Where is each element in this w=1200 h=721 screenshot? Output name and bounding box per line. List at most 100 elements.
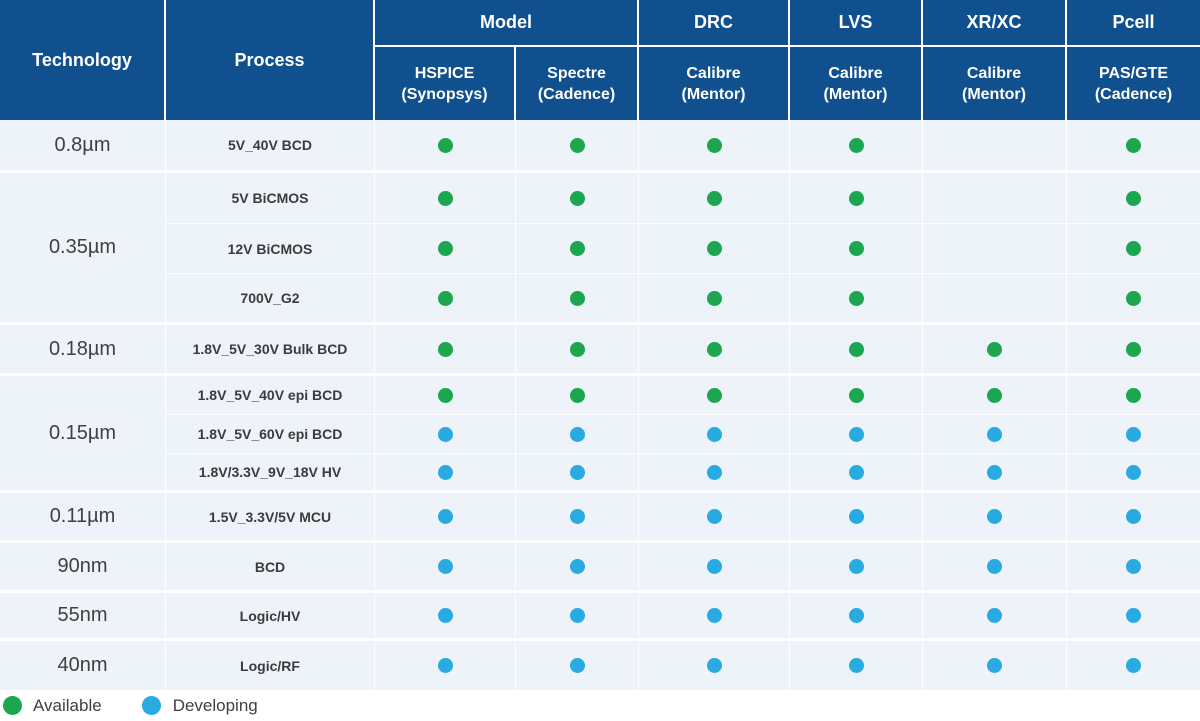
header-group-pcell: Pcell bbox=[1067, 0, 1200, 47]
tool-name: Spectre bbox=[547, 64, 606, 82]
status-dot-icon bbox=[569, 464, 585, 480]
status-cell bbox=[375, 120, 516, 173]
status-dot-icon bbox=[1126, 341, 1141, 357]
process-cell: Logic/RF bbox=[166, 641, 375, 690]
status-cell bbox=[639, 224, 790, 274]
status-cell bbox=[375, 593, 516, 641]
tech-cell-90nm: 90nm bbox=[0, 543, 166, 593]
status-cell bbox=[375, 173, 516, 224]
tech-cell-0.11um: 0.11µm bbox=[0, 493, 166, 543]
status-dot-icon bbox=[848, 658, 864, 673]
status-cell bbox=[923, 415, 1067, 454]
tech-cell-0.15um: 0.15µm bbox=[0, 376, 166, 493]
status-dot-icon bbox=[1126, 387, 1141, 403]
tech-cell-0.35um: 0.35µm bbox=[0, 173, 166, 325]
status-cell bbox=[375, 224, 516, 274]
status-cell bbox=[516, 274, 639, 325]
status-dot-icon bbox=[987, 608, 1002, 623]
legend-available-label: Available bbox=[33, 695, 102, 715]
status-cell bbox=[923, 274, 1067, 325]
status-dot-icon bbox=[437, 241, 453, 256]
status-dot-icon bbox=[706, 559, 722, 574]
process-cell: 1.8V_5V_40V epi BCD bbox=[166, 376, 375, 415]
status-cell bbox=[639, 376, 790, 415]
status-dot-icon bbox=[437, 341, 453, 357]
status-dot-icon bbox=[569, 190, 585, 206]
status-cell bbox=[923, 543, 1067, 593]
header-tool-calibre-lvs: Calibre (Mentor) bbox=[790, 47, 923, 120]
tool-name: Calibre bbox=[686, 64, 741, 82]
status-dot-icon bbox=[437, 137, 453, 153]
status-dot-icon bbox=[569, 341, 585, 357]
tech-cell-0.18um: 0.18µm bbox=[0, 325, 166, 376]
status-cell bbox=[790, 641, 923, 690]
status-dot-icon bbox=[706, 464, 722, 480]
status-cell bbox=[1067, 415, 1200, 454]
status-dot-icon bbox=[848, 341, 864, 357]
status-cell bbox=[1067, 120, 1200, 173]
status-dot-icon bbox=[569, 426, 585, 442]
status-dot-icon bbox=[437, 464, 453, 480]
status-cell bbox=[375, 325, 516, 376]
header-process: Process bbox=[166, 0, 375, 120]
status-cell bbox=[790, 454, 923, 493]
status-cell bbox=[639, 593, 790, 641]
status-cell bbox=[790, 493, 923, 543]
status-dot-icon bbox=[569, 608, 585, 623]
status-dot-icon bbox=[706, 341, 722, 357]
process-cell: 5V_40V BCD bbox=[166, 120, 375, 173]
process-cell: Logic/HV bbox=[166, 593, 375, 641]
status-cell bbox=[375, 376, 516, 415]
status-cell bbox=[790, 173, 923, 224]
tool-name: PAS/GTE bbox=[1098, 64, 1169, 82]
status-cell bbox=[639, 454, 790, 493]
status-cell bbox=[375, 454, 516, 493]
status-cell bbox=[790, 120, 923, 173]
header-tool-hspice: HSPICE (Synopsys) bbox=[375, 47, 516, 120]
status-dot-icon bbox=[569, 658, 585, 673]
status-dot-icon bbox=[987, 341, 1002, 357]
status-cell bbox=[923, 120, 1067, 173]
tool-vendor: (Mentor) bbox=[962, 85, 1026, 103]
status-cell bbox=[639, 415, 790, 454]
status-cell bbox=[375, 415, 516, 454]
status-cell bbox=[790, 325, 923, 376]
status-dot-icon bbox=[1126, 658, 1141, 673]
status-cell bbox=[1067, 593, 1200, 641]
tool-name: Calibre bbox=[966, 64, 1022, 82]
header-group-lvs: LVS bbox=[790, 0, 923, 47]
tool-name: Calibre bbox=[828, 64, 883, 82]
status-cell bbox=[923, 593, 1067, 641]
status-dot-icon bbox=[848, 608, 864, 623]
tool-vendor: (Mentor) bbox=[681, 85, 746, 103]
legend-developing-label: Developing bbox=[172, 695, 258, 715]
status-cell bbox=[923, 224, 1067, 274]
status-cell bbox=[790, 415, 923, 454]
status-dot-icon bbox=[987, 426, 1002, 442]
status-cell bbox=[516, 543, 639, 593]
header-technology: Technology bbox=[0, 0, 166, 120]
status-dot-icon bbox=[848, 559, 864, 574]
status-cell bbox=[375, 274, 516, 325]
status-dot-icon bbox=[437, 509, 453, 524]
status-dot-icon bbox=[848, 387, 864, 403]
status-dot-icon bbox=[706, 190, 722, 206]
process-cell: 1.8V_5V_60V epi BCD bbox=[166, 415, 375, 454]
status-dot-icon bbox=[706, 241, 722, 256]
status-cell bbox=[790, 376, 923, 415]
status-cell bbox=[516, 325, 639, 376]
status-dot-icon bbox=[1126, 608, 1141, 623]
header-tool-spectre: Spectre (Cadence) bbox=[516, 47, 639, 120]
status-cell bbox=[639, 493, 790, 543]
status-dot-icon bbox=[987, 387, 1002, 403]
status-cell bbox=[516, 376, 639, 415]
status-cell bbox=[516, 224, 639, 274]
developing-dot-icon bbox=[141, 696, 161, 715]
status-cell bbox=[1067, 224, 1200, 274]
status-cell bbox=[923, 376, 1067, 415]
status-cell bbox=[516, 593, 639, 641]
header-group-model: Model bbox=[375, 0, 639, 47]
status-dot-icon bbox=[706, 387, 722, 403]
process-cell: BCD bbox=[166, 543, 375, 593]
status-dot-icon bbox=[437, 190, 453, 206]
